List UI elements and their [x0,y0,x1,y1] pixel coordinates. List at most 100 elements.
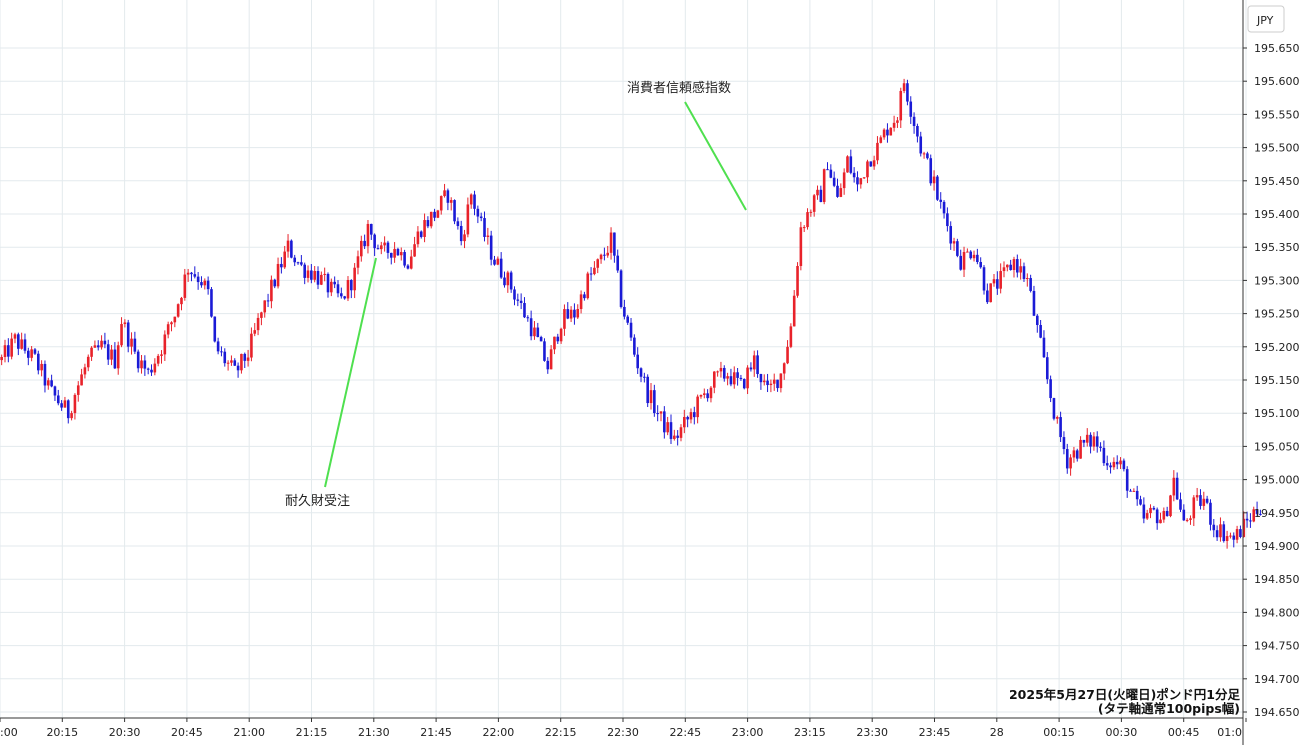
candle-body [310,270,313,280]
candle-body [629,322,633,338]
candle-body [156,355,160,364]
candle-body [876,142,879,161]
candle-body [746,367,749,389]
candle-body [213,316,217,342]
candle-body [796,265,799,296]
candle-body [762,380,766,383]
candle-body [1055,417,1059,419]
candle-body [419,231,423,237]
candle-body [599,254,603,260]
candle-body [1016,259,1019,273]
candle-body [1245,518,1249,521]
candle-body [123,322,127,325]
candle-body [702,393,706,395]
candle-body [27,350,30,358]
candle-body [233,360,237,366]
candle-body [60,403,63,408]
candle-body [493,259,496,265]
candle-body [726,376,729,379]
candle-body [133,338,137,352]
candle-body [799,227,803,266]
candle-body [270,279,273,302]
candle-body [1069,457,1072,469]
candle-body [996,279,999,289]
candle-body [636,354,639,369]
candle-body [859,178,863,185]
candle-body [966,251,969,253]
candle-body [766,380,769,386]
candle-body [503,277,506,286]
candle-body [603,254,606,256]
candle-body [236,365,240,371]
candle-body [969,251,972,259]
candle-body [856,177,859,185]
candle-body [483,218,486,237]
candle-body [166,324,170,335]
candle-body [436,210,440,218]
candle-body [3,345,7,357]
candle-body [446,190,450,203]
candle-body [416,231,420,245]
y-tick-label: 194.850 [1254,573,1300,586]
candle-body [463,234,466,242]
annotation-line-consumer-confidence [684,101,747,211]
candle-body [586,273,590,299]
candle-body [712,371,716,388]
candle-body [593,267,596,275]
candle-body [899,90,903,121]
candle-body [559,328,563,342]
candle-body [203,280,207,286]
y-tick-label: 194.900 [1254,540,1300,553]
candle-body [46,380,50,386]
candle-body [333,281,336,285]
time-axis-ticks: :00 20:15 20:30 20:45 21:00 21:15 21:30 21:45 22… [0,718,1247,739]
candle-body [409,256,413,269]
candle-body [902,83,906,91]
candle-body [150,369,153,373]
candle-body [316,270,320,285]
candle-body [1142,504,1146,519]
candle-body [673,435,676,439]
candle-body [1032,290,1036,316]
candle-body [879,137,883,143]
candle-body [350,280,353,291]
candle-body [1179,499,1182,510]
candle-body [613,232,616,256]
candle-body [1152,507,1156,510]
candle-body [922,153,926,155]
candle-body [892,122,896,128]
candle-body [1139,499,1142,505]
candle-body [230,360,233,363]
candle-body [73,394,77,414]
candle-body [519,300,523,304]
candle-body [186,272,190,275]
candle-body [1182,509,1186,521]
candle-body [982,267,986,291]
y-tick-label: 195.100 [1254,407,1300,420]
candle-body [1102,447,1106,464]
candle-body [1145,513,1149,519]
candle-body [1242,518,1246,537]
candle-body [469,194,473,205]
candle-body [986,290,989,303]
candle-body [539,337,543,342]
candle-body [623,306,626,317]
candle-body [639,368,643,377]
candle-body [433,211,436,218]
candle-body [683,416,686,428]
candle-body [153,363,157,373]
candle-body [1099,446,1102,448]
x-tick-label: :00 [0,726,18,739]
y-tick-label: 195.300 [1254,274,1300,287]
candle-body [110,349,113,360]
candle-body [1089,434,1092,447]
x-tick-label: 00:45 [1168,726,1200,739]
candle-body [1019,266,1022,273]
candle-body [939,199,943,202]
candle-body [70,413,73,419]
candle-body [556,336,560,342]
x-tick-label: 22:15 [545,726,577,739]
candle-body [17,334,20,349]
candle-body [1035,315,1039,325]
